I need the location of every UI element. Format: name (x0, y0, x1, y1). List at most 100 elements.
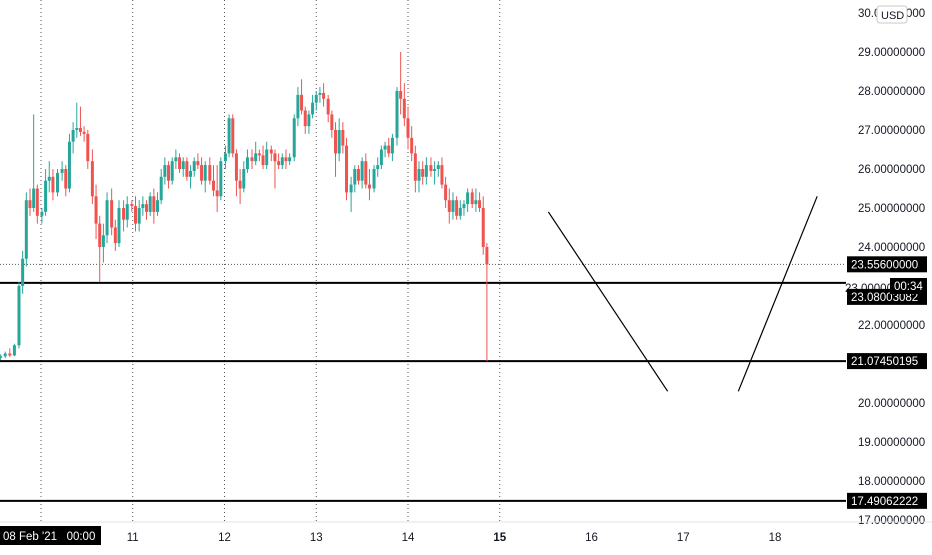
vertical-gridlines (40, 0, 501, 522)
candle (71, 122, 75, 154)
candle-body (122, 208, 126, 220)
candle (311, 94, 315, 119)
candle-body (318, 92, 322, 95)
level-price-badge: 21.07450195 (851, 356, 918, 368)
candle (60, 161, 64, 181)
candle-body (402, 98, 406, 119)
candle (78, 106, 82, 136)
candle (234, 149, 238, 197)
candle-body (421, 169, 425, 177)
currency-badge[interactable]: USD (881, 10, 904, 22)
candle (227, 114, 231, 158)
candle-body (300, 94, 304, 111)
candle (47, 161, 51, 193)
candle-body (349, 184, 353, 193)
candle-body (35, 188, 39, 216)
candle-body (360, 161, 364, 181)
candle-body (223, 153, 227, 162)
y-tick-label: 20.00000000 (858, 398, 925, 410)
candle-body (261, 155, 265, 166)
candle-body (159, 176, 163, 201)
candle-body (231, 118, 235, 154)
price-axis[interactable]: 30.0000000029.0000000028.0000000027.0000… (845, 8, 927, 527)
candle-body (413, 153, 417, 181)
candle-body (64, 169, 68, 189)
candle (390, 133, 394, 162)
candle (440, 157, 444, 189)
candle (455, 196, 459, 220)
candle-body (40, 211, 44, 216)
candle-body (265, 149, 269, 166)
candle-body (410, 137, 414, 154)
candle-body (196, 161, 200, 166)
candle-body (90, 161, 94, 197)
candle (208, 157, 212, 185)
candle-body (12, 345, 16, 356)
x-tick-label: 14 (402, 532, 415, 544)
candle-body (292, 118, 296, 158)
trend-line-2[interactable] (737, 196, 818, 392)
candle (28, 188, 32, 216)
candle-body (47, 176, 51, 181)
candle-body (105, 200, 109, 236)
candle (462, 200, 466, 216)
candle-body (134, 206, 138, 224)
candle (211, 165, 215, 197)
candle-body (440, 165, 444, 185)
candle (429, 157, 433, 177)
candle (145, 200, 149, 220)
candle-body (211, 180, 215, 191)
candle-body (17, 286, 21, 346)
last-price-label-bg (847, 256, 927, 273)
candle-body (284, 157, 288, 162)
candle-body (466, 192, 470, 205)
candle-body (208, 165, 212, 181)
candle-body (21, 258, 25, 286)
candle (32, 114, 36, 212)
candle-body (390, 137, 394, 154)
candle (44, 169, 48, 216)
candle-body (455, 200, 459, 216)
candle (265, 141, 269, 169)
candle (67, 133, 71, 193)
candle (296, 87, 300, 127)
candle-body (44, 180, 48, 212)
x-tick-label: 13 (310, 532, 323, 544)
candle (3, 351, 7, 359)
candle-body (101, 235, 105, 247)
candle (356, 165, 360, 185)
candle-body (170, 161, 174, 181)
candle (110, 188, 114, 236)
candle (163, 157, 167, 185)
candle-body (337, 130, 341, 154)
candle (141, 196, 145, 216)
candle (379, 145, 383, 169)
candle-body (387, 145, 391, 154)
candle (51, 169, 55, 201)
candle (410, 126, 414, 162)
candle (406, 106, 410, 150)
candle (280, 153, 284, 169)
trend-drawings[interactable] (547, 196, 818, 392)
candle (399, 52, 403, 115)
candle (395, 87, 399, 146)
candle-body (219, 161, 223, 197)
candle-body (110, 200, 114, 228)
candle-body (167, 165, 171, 181)
candle (451, 192, 455, 220)
candle-body (178, 157, 182, 169)
candle-body (56, 172, 60, 193)
candle-body (345, 145, 349, 193)
candle (245, 149, 249, 173)
candle (326, 94, 330, 123)
trend-line-1[interactable] (547, 211, 669, 392)
candle-body (429, 165, 433, 171)
candle (98, 215, 102, 283)
time-axis[interactable]: 11 12 13 14 15 16 17 18 (0, 521, 932, 544)
candle-body (296, 94, 300, 119)
candle-body (314, 94, 318, 103)
candle (444, 176, 448, 208)
candle (334, 122, 338, 177)
